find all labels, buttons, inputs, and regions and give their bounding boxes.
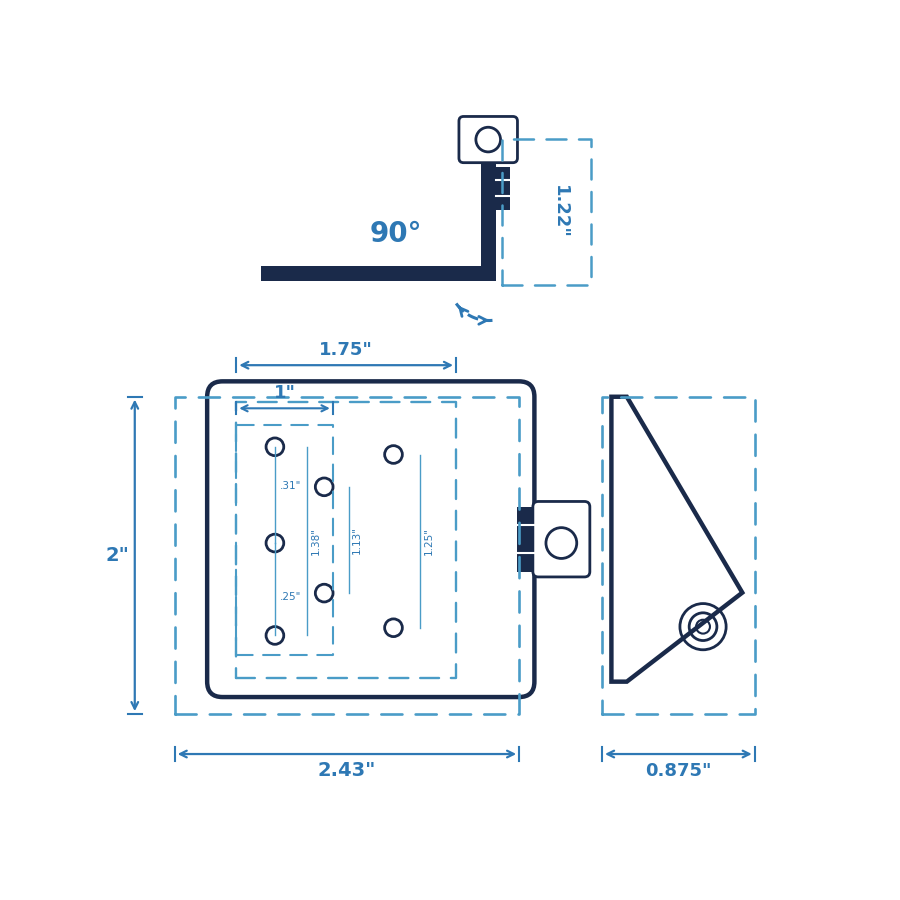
- Bar: [496, 167, 509, 210]
- Text: 1.75": 1.75": [320, 341, 374, 359]
- Text: 1.22": 1.22": [551, 185, 569, 238]
- Text: 1.25": 1.25": [424, 527, 434, 555]
- FancyBboxPatch shape: [533, 501, 590, 577]
- Bar: [518, 507, 536, 572]
- Text: 2.43": 2.43": [318, 761, 376, 780]
- Polygon shape: [611, 397, 742, 681]
- Polygon shape: [481, 162, 496, 281]
- Text: 1.38": 1.38": [310, 527, 320, 555]
- Text: 1": 1": [274, 384, 295, 402]
- FancyBboxPatch shape: [459, 116, 518, 163]
- Text: 2": 2": [106, 546, 130, 565]
- Text: .25": .25": [280, 592, 301, 602]
- FancyBboxPatch shape: [207, 382, 535, 697]
- Polygon shape: [261, 266, 496, 281]
- Text: 90°: 90°: [370, 220, 422, 248]
- Text: 1.13": 1.13": [352, 526, 362, 554]
- Text: .31": .31": [280, 481, 301, 491]
- Text: 0.875": 0.875": [645, 762, 712, 780]
